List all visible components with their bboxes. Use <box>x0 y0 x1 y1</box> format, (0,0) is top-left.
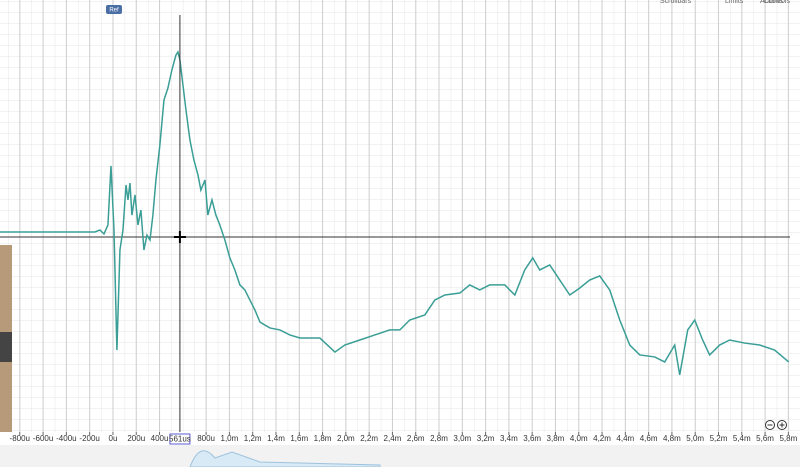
x-tick-label: 5,0m <box>686 434 704 443</box>
x-tick-label: 3,2m <box>477 434 495 443</box>
cursor-label: 561us <box>169 435 191 444</box>
impulse-trace <box>0 50 790 376</box>
x-tick-label: 2,0m <box>337 434 355 443</box>
crosshair <box>173 231 186 243</box>
cursor-box <box>169 433 191 445</box>
x-tick-label: 2,6m <box>407 434 425 443</box>
axis-strip <box>0 432 800 445</box>
x-tick-label: 2,8m <box>430 434 448 443</box>
ref-marker[interactable] <box>106 5 122 14</box>
x-tick-label: -200u <box>79 434 99 443</box>
x-tick-label: -400u <box>56 434 76 443</box>
x-tick-label: 1,2m <box>244 434 262 443</box>
x-tick-label: 800u <box>197 434 215 443</box>
x-tick-label: 1,8m <box>314 434 332 443</box>
overview-strip <box>0 445 800 467</box>
x-tick-label: 400u <box>151 434 169 443</box>
menu-item[interactable]: Limits <box>725 0 744 5</box>
x-tick-label: 3,4m <box>500 434 518 443</box>
x-tick-label: 1,0m <box>221 434 239 443</box>
x-tick-label: 5,6m <box>756 434 774 443</box>
x-tick-label: 4,0m <box>570 434 588 443</box>
x-tick-label: 0u <box>109 434 118 443</box>
x-tick-label: 2,4m <box>384 434 402 443</box>
overview-trace <box>189 450 381 468</box>
x-tick-label: 4,2m <box>593 434 611 443</box>
x-tick-label: -800u <box>10 434 30 443</box>
menu-item[interactable]: Controls <box>764 0 791 5</box>
x-tick-label: 4,8m <box>663 434 681 443</box>
ref-label: Ref <box>109 8 119 14</box>
x-tick-label: 1,6m <box>290 434 308 443</box>
x-tick-label: 5,8m <box>779 434 797 443</box>
x-tick-label: 4,4m <box>616 434 634 443</box>
x-tick-label: 4,6m <box>640 434 658 443</box>
x-tick-label: 200u <box>127 434 145 443</box>
x-tick-label: -600u <box>33 434 53 443</box>
x-tick-label: 3,6m <box>523 434 541 443</box>
zoom-in-icon <box>779 422 785 428</box>
x-tick-label: 5,2m <box>710 434 728 443</box>
x-tick-label: 5,4m <box>733 434 751 443</box>
thumbnail-detail <box>0 332 12 362</box>
menu-item[interactable]: Scrollbars <box>660 0 692 5</box>
x-tick-label: 3,8m <box>547 434 565 443</box>
x-tick-label: 3,0m <box>453 434 471 443</box>
plot-grid <box>0 0 800 432</box>
x-tick-label: 2,2m <box>360 434 378 443</box>
x-tick-label: 1,4m <box>267 434 285 443</box>
menu-item[interactable]: Actions <box>760 0 783 5</box>
